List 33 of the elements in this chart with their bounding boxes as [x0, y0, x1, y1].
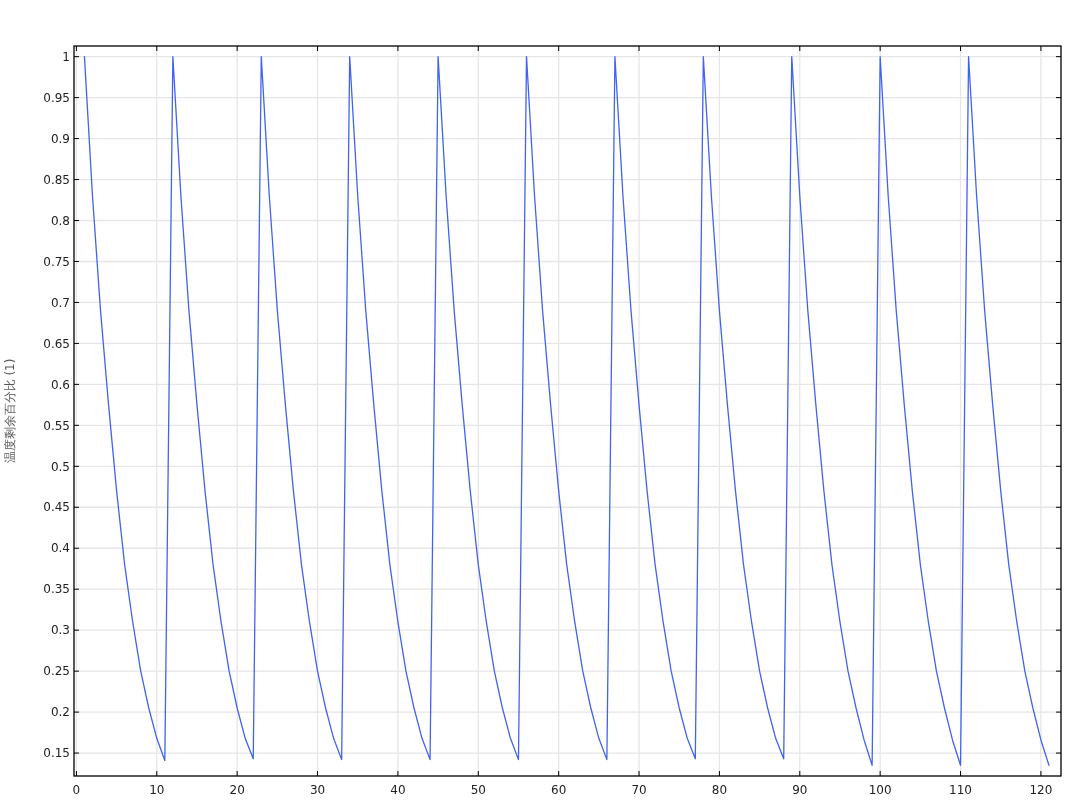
- x-tick-label: 120: [1029, 783, 1053, 797]
- x-tick-label: 70: [631, 783, 647, 797]
- y-tick-label: 0.4: [50, 541, 70, 556]
- y-tick-label: 0.55: [43, 418, 70, 433]
- y-tick-label: 0.5: [50, 459, 70, 474]
- y-tick-label: 0.95: [43, 90, 70, 105]
- y-tick-label: 1: [62, 49, 70, 64]
- y-tick-label: 0.35: [43, 582, 70, 597]
- x-tick-label: 40: [390, 783, 406, 797]
- y-tick-label: 0.25: [43, 664, 70, 679]
- y-tick-label: 0.75: [43, 254, 70, 269]
- y-tick-label: 0.45: [43, 500, 70, 515]
- y-tick-label: 0.9: [50, 131, 70, 146]
- y-tick-label: 0.15: [43, 746, 70, 761]
- x-tick-label: 30: [309, 783, 326, 797]
- x-tick-label: 20: [229, 783, 245, 797]
- y-tick-label: 0.3: [50, 623, 70, 638]
- y-tick-label: 0.7: [50, 295, 70, 310]
- line-series: [83, 56, 1050, 766]
- x-tick-label: 100: [868, 783, 892, 797]
- y-tick-label: 0.65: [43, 336, 70, 351]
- y-tick-label: 0.85: [43, 172, 70, 187]
- y-tick-label: 0.6: [50, 377, 70, 392]
- x-tick-label: 10: [149, 783, 165, 797]
- y-tick-label: 0.8: [50, 213, 70, 228]
- x-tick-label: 110: [949, 783, 972, 797]
- x-tick-label: 60: [551, 783, 567, 797]
- y-tick-label: 0.2: [50, 705, 70, 720]
- x-tick-label: 90: [792, 783, 808, 797]
- x-tick-label: 80: [711, 783, 728, 797]
- y-axis-title: 温度剩余百分比 (1): [3, 358, 17, 464]
- x-tick-label: 0: [72, 783, 81, 797]
- x-tick-label: 50: [470, 783, 486, 797]
